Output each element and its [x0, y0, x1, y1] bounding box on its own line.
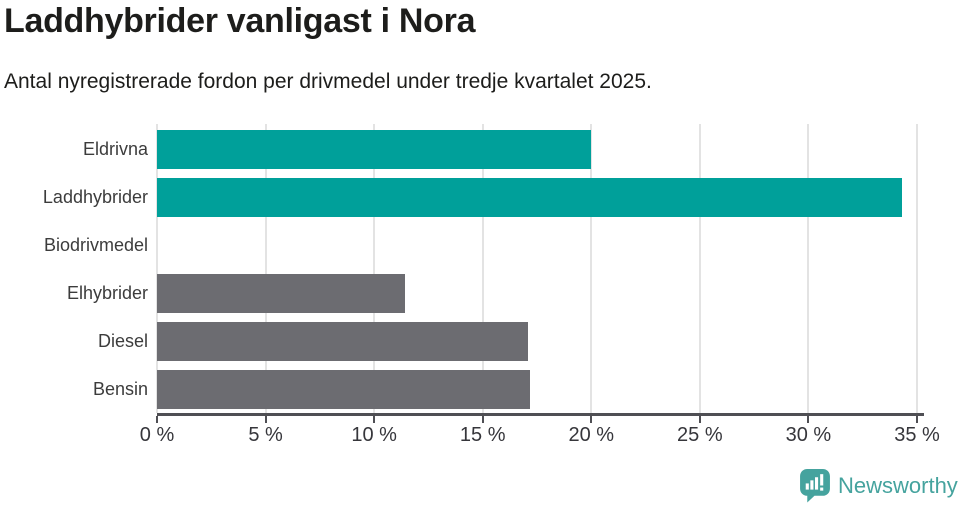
x-axis-tick-label: 20 %: [568, 424, 615, 446]
category-label: Eldrivna: [82, 139, 148, 159]
x-axis-tick: [916, 416, 918, 423]
x-axis-tick: [807, 416, 810, 423]
brand-footer: Newsworthy: [800, 469, 958, 503]
x-axis-tick: [373, 416, 376, 423]
x-axis-tick: [590, 416, 593, 423]
x-axis-tick: [698, 416, 701, 423]
x-axis-tick-label: 30 %: [785, 424, 832, 446]
gridline: [264, 124, 267, 413]
bar-bensin: [157, 370, 531, 409]
brand-name: Newsworthy: [838, 473, 958, 498]
x-axis-tick: [156, 416, 158, 423]
x-axis-tick-label: 35 %: [894, 424, 940, 446]
gridline: [916, 124, 918, 413]
chart-title: Laddhybrider vanligast i Nora: [4, 2, 476, 40]
chart-subtitle: Antal nyregistrerade fordon per drivmede…: [4, 70, 652, 93]
bar-laddhybrider: [157, 178, 902, 217]
category-label: Laddhybrider: [42, 187, 148, 207]
x-axis-tick-label: 10 %: [351, 424, 397, 446]
category-label: Elhybrider: [66, 283, 148, 303]
x-axis-tick-label: 15 %: [459, 424, 506, 446]
x-axis-line: [157, 413, 924, 416]
category-label: Biodrivmedel: [43, 235, 148, 255]
gridline: [481, 124, 484, 413]
bar-elhybrider: [157, 274, 405, 313]
gridline: [590, 124, 593, 413]
x-axis-tick-label: 25 %: [677, 424, 723, 446]
bar-eldrivna: [157, 130, 592, 169]
gridline: [807, 124, 810, 413]
x-axis-tick: [481, 416, 484, 423]
newsworthy-logo-icon: [800, 469, 830, 503]
bar-diesel: [157, 322, 529, 361]
category-label: Diesel: [97, 331, 148, 351]
x-axis-tick-label: 5 %: [248, 424, 283, 446]
x-axis-tick: [264, 416, 267, 423]
gridline: [698, 124, 701, 413]
gridline: [156, 124, 158, 413]
category-label: Bensin: [92, 379, 148, 399]
x-axis-tick-label: 0 %: [139, 424, 175, 446]
gridline: [373, 124, 376, 413]
